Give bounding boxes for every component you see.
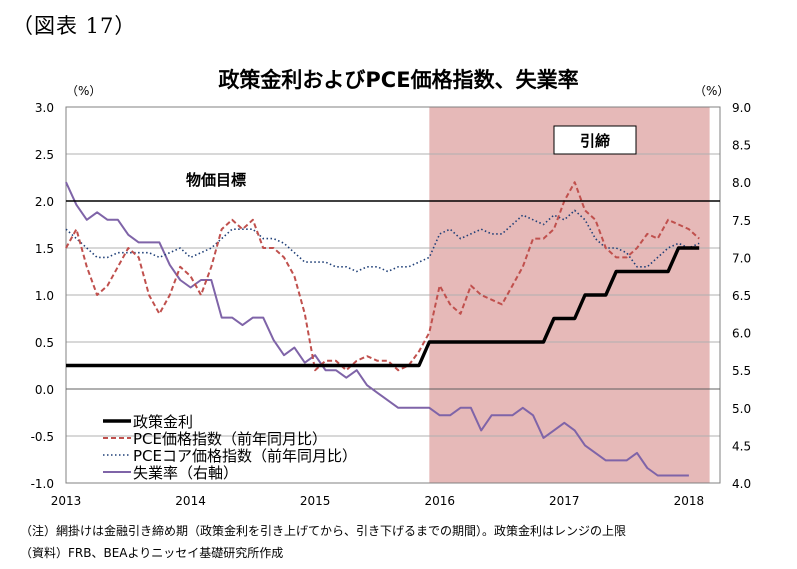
left-tick-label: 1.0	[35, 289, 54, 303]
legend-label-3: 失業率（右軸）	[133, 464, 238, 482]
legend-label-1: PCE価格指数（前年同月比）	[133, 430, 327, 448]
figure-number: （図表 17）	[12, 14, 137, 38]
legend-label-2: PCEコア価格指数（前年同月比）	[133, 447, 357, 465]
right-tick-label: 4.5	[732, 439, 751, 453]
series-line-0	[66, 246, 700, 368]
right-tick-label: 4.0	[732, 477, 751, 491]
x-tick-label: 2018	[674, 494, 705, 508]
left-axis-unit: （%）	[66, 84, 102, 98]
right-tick-label: 8.5	[732, 139, 751, 153]
x-tick-label: 2016	[424, 494, 455, 508]
series-line-1	[65, 181, 700, 372]
right-tick-label: 8.0	[732, 176, 751, 190]
right-tick-label: 6.5	[732, 289, 751, 303]
right-tick-label: 6.0	[732, 327, 751, 341]
right-tick-label: 5.0	[732, 402, 751, 416]
x-tick-label: 2014	[175, 494, 206, 508]
plot-frame	[65, 106, 721, 484]
left-tick-label: 1.5	[35, 242, 54, 256]
right-tick-label: 9.0	[732, 101, 751, 115]
x-tick-label: 2015	[300, 494, 331, 508]
right-tick-label: 7.0	[732, 251, 751, 265]
left-tick-label: 0.0	[35, 383, 54, 397]
target-label: 物価目標	[186, 171, 246, 189]
x-tick-label: 2013	[51, 494, 82, 508]
right-axis-unit: （%）	[694, 84, 730, 98]
tightening-label: 引締	[580, 132, 610, 150]
left-tick-label: -1.0	[31, 477, 54, 491]
note-line-2: （資料）FRB、BEAよりニッセイ基礎研究所作成	[20, 546, 284, 560]
left-tick-label: 3.0	[35, 101, 54, 115]
note-line-1: （注）網掛けは金融引き締め期（政策金利を引き上げてから、引き下げるまでの期間）。…	[20, 524, 627, 538]
left-tick-label: 2.5	[35, 148, 54, 162]
tightening-label-box	[553, 125, 637, 155]
x-tick-label: 2017	[549, 494, 580, 508]
right-tick-label: 5.5	[732, 364, 751, 378]
right-tick-label: 7.5	[732, 214, 751, 228]
legend-label-0: 政策金利	[133, 413, 193, 431]
series-line-3	[65, 181, 689, 477]
left-tick-label: 2.0	[35, 195, 54, 209]
chart-title: 政策金利およびPCE価格指数、失業率	[218, 68, 579, 92]
left-tick-label: -0.5	[31, 430, 54, 444]
left-tick-label: 0.5	[35, 336, 54, 350]
